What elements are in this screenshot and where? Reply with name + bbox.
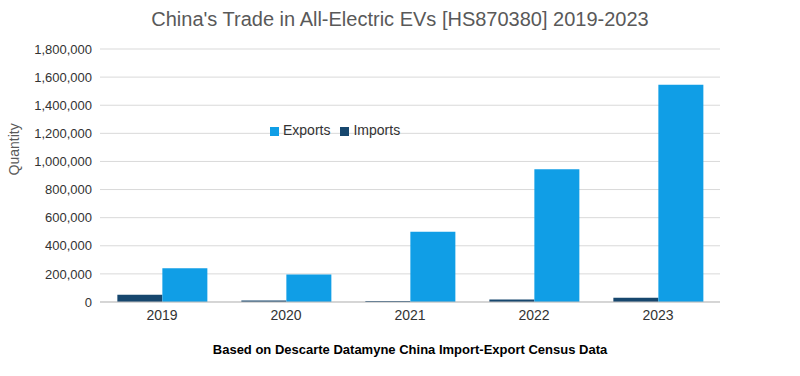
svg-text:0: 0 (85, 295, 92, 310)
svg-text:2022: 2022 (518, 307, 549, 323)
svg-text:2020: 2020 (270, 307, 301, 323)
svg-text:200,000: 200,000 (45, 267, 92, 282)
svg-text:1,000,000: 1,000,000 (34, 154, 92, 169)
svg-text:Quantity: Quantity (8, 123, 22, 175)
svg-text:Based on Descarte Datamyne Chi: Based on Descarte Datamyne China Import-… (213, 342, 608, 357)
svg-text:2019: 2019 (146, 307, 177, 323)
svg-text:1,600,000: 1,600,000 (34, 70, 92, 85)
svg-text:2023: 2023 (642, 307, 673, 323)
svg-text:400,000: 400,000 (45, 238, 92, 253)
html-text:China's Trade in All-Electric: China's Trade in All-Electric EVs [HS870… (151, 8, 649, 30)
svg-text:600,000: 600,000 (45, 210, 92, 225)
svg-text:800,000: 800,000 (45, 182, 92, 197)
html-text:Exports: Exports (283, 122, 331, 138)
html-text:Imports: Imports (353, 122, 401, 138)
svg-text:1,200,000: 1,200,000 (34, 126, 92, 141)
svg-text:2021: 2021 (394, 307, 425, 323)
svg-text:1,800,000: 1,800,000 (34, 42, 92, 57)
svg-text:1,400,000: 1,400,000 (34, 98, 92, 113)
